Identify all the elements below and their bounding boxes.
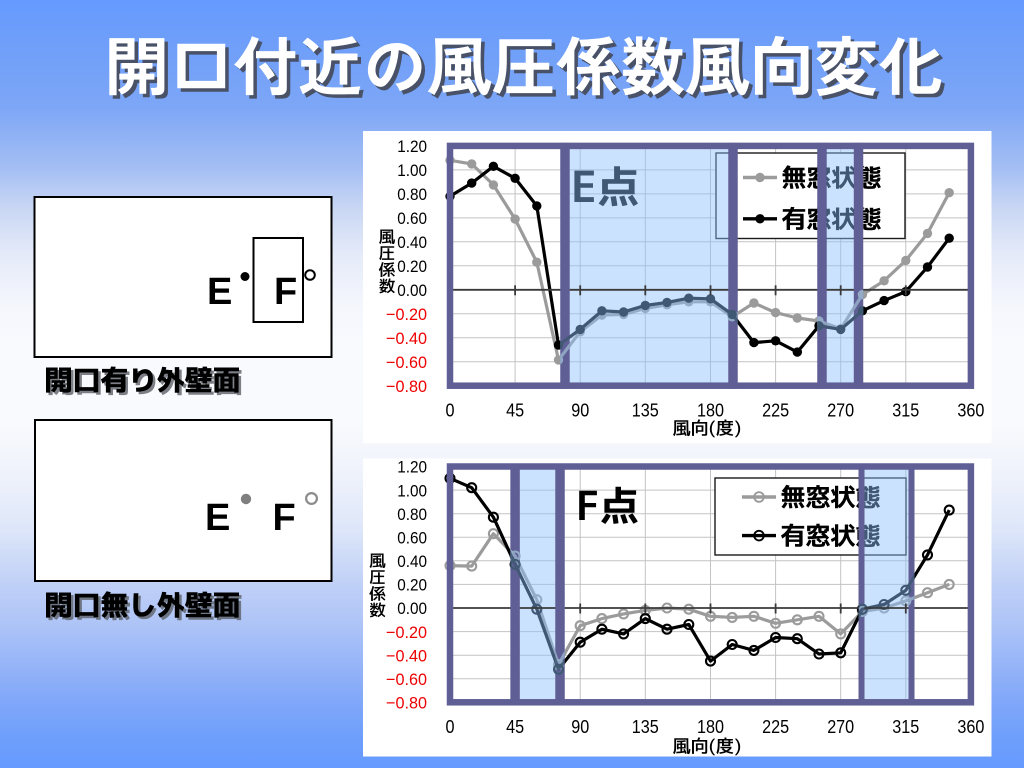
svg-text:0.00: 0.00 [397,599,427,618]
svg-text:315: 315 [892,400,919,421]
svg-text:0.20: 0.20 [397,257,427,276]
svg-text:0.00: 0.00 [397,281,427,300]
svg-text:1.00: 1.00 [397,161,427,180]
svg-text:−0.20: −0.20 [386,623,427,642]
svg-text:1.00: 1.00 [397,481,427,500]
svg-text:90: 90 [571,716,589,737]
svg-text:−0.80: −0.80 [386,377,427,396]
svg-text:0.80: 0.80 [397,185,427,204]
svg-text:0.40: 0.40 [397,552,427,571]
svg-text:−0.60: −0.60 [386,353,427,372]
svg-text:−0.40: −0.40 [386,329,427,348]
svg-text:−0.80: −0.80 [386,694,427,713]
svg-text:−0.20: −0.20 [386,305,427,324]
svg-text:45: 45 [506,716,524,737]
svg-text:0.80: 0.80 [397,505,427,524]
svg-text:225: 225 [762,716,789,737]
svg-text:−0.40: −0.40 [386,646,427,665]
svg-text:135: 135 [632,400,659,421]
svg-text:F: F [274,271,297,313]
svg-text:0.20: 0.20 [397,576,427,595]
svg-text:−0.60: −0.60 [386,670,427,689]
svg-text:360: 360 [957,400,984,421]
svg-text:0: 0 [446,716,455,737]
svg-text:F: F [273,497,296,539]
svg-text:1.20: 1.20 [397,137,427,156]
svg-text:45: 45 [506,400,524,421]
svg-text:180: 180 [697,400,724,421]
svg-text:180: 180 [697,716,724,737]
svg-text:0.60: 0.60 [397,209,427,228]
svg-text:0.60: 0.60 [397,529,427,548]
svg-text:E: E [207,271,232,313]
svg-text:360: 360 [957,716,984,737]
svg-text:135: 135 [632,716,659,737]
svg-text:0: 0 [446,400,455,421]
svg-text:1.20: 1.20 [397,458,427,477]
svg-text:90: 90 [571,400,589,421]
svg-text:225: 225 [762,400,789,421]
svg-text:0.40: 0.40 [397,233,427,252]
svg-text:315: 315 [892,716,919,737]
svg-text:270: 270 [827,716,854,737]
svg-text:270: 270 [827,400,854,421]
svg-text:E: E [205,497,230,539]
